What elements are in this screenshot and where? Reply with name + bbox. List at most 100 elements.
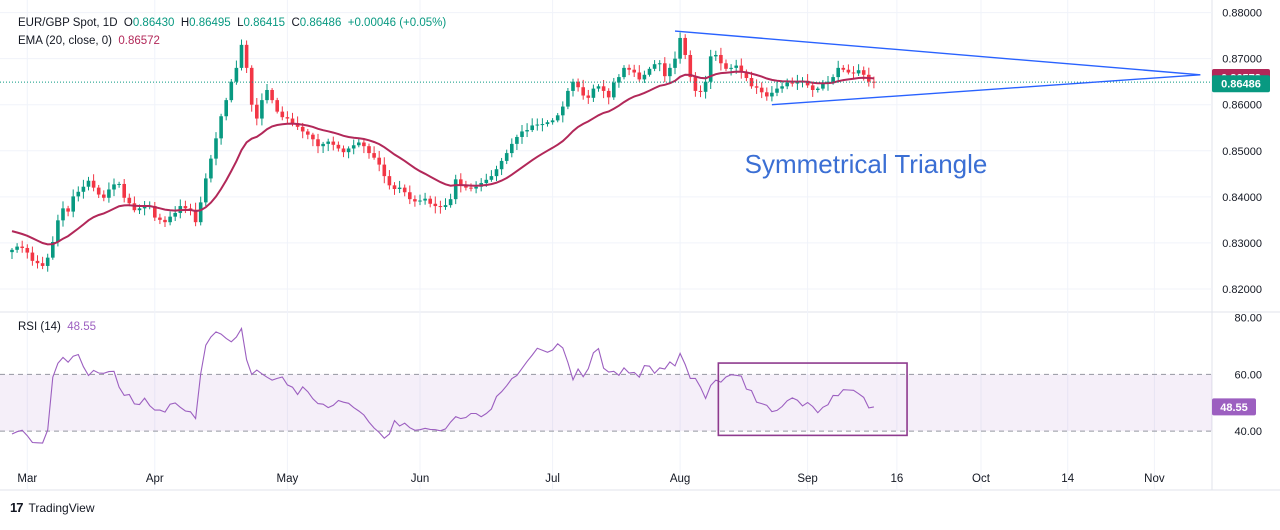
candle-body	[581, 87, 585, 96]
candle-body	[127, 197, 132, 204]
rsi-legend: RSI (14) 48.55	[18, 321, 96, 333]
candle-body	[102, 194, 106, 198]
candle-body	[453, 179, 458, 200]
candle-body	[469, 187, 473, 189]
candle-body	[566, 90, 570, 107]
candle-body	[198, 202, 203, 223]
candle-body	[673, 58, 677, 68]
candle-body	[137, 208, 142, 211]
candle-body	[647, 68, 652, 75]
candle-body	[71, 196, 75, 212]
pattern-annotation: Symmetrical Triangle	[745, 149, 988, 179]
candle-body	[714, 54, 718, 57]
rsi-band	[0, 374, 1212, 432]
price-tick-label: 0.84000	[1222, 192, 1262, 204]
candle-body	[45, 257, 50, 266]
candle-body	[525, 130, 529, 132]
candle-body	[596, 86, 601, 89]
candle-body	[249, 67, 254, 105]
candle-body	[540, 124, 545, 126]
candle-body	[290, 118, 295, 124]
candle-body	[724, 63, 728, 69]
rsi-tick-label: 40.00	[1234, 426, 1262, 438]
candle-body	[816, 88, 820, 90]
price-legend: EUR/GBP Spot, 1D O0.86430 H0.86495 L0.86…	[18, 17, 446, 29]
candle-body	[744, 72, 749, 79]
candle-body	[40, 263, 45, 266]
candle-body	[382, 164, 387, 177]
candle-body	[586, 95, 591, 98]
rsi-tick-label: 60.00	[1234, 369, 1262, 381]
x-tick-label: Apr	[146, 473, 164, 485]
candle-body	[341, 148, 346, 153]
candle-body	[163, 219, 167, 223]
candle-body	[35, 260, 40, 264]
candle-body	[265, 89, 269, 101]
tradingview-logo-mark-icon: 17	[10, 500, 24, 515]
close-price-label: 0.86486	[1221, 79, 1261, 91]
candle-body	[76, 191, 81, 197]
candle-body	[708, 56, 713, 82]
candle-body	[336, 144, 341, 149]
candle-body	[637, 72, 642, 80]
candle-body	[66, 208, 70, 212]
candle-body	[841, 67, 846, 70]
candle-body	[153, 206, 157, 218]
candle-body	[81, 186, 86, 192]
candle-body	[351, 145, 356, 149]
symbol-label: EUR/GBP Spot, 1D	[18, 17, 118, 29]
candle-body	[856, 70, 861, 74]
candle-body	[107, 189, 111, 198]
candle-body	[306, 131, 310, 135]
x-tick-label: Oct	[972, 473, 991, 485]
candle-body	[316, 139, 320, 147]
rsi-highlight-box	[717, 362, 908, 437]
candle-body	[367, 146, 371, 154]
x-tick-label: Jul	[545, 473, 560, 485]
candle-body	[428, 198, 432, 204]
close-price-label-bg	[1212, 75, 1270, 93]
x-tick-label: 16	[890, 473, 903, 485]
candle-body	[402, 187, 407, 193]
candle-body	[413, 199, 417, 202]
tradingview-logo[interactable]: 17 TradingView	[10, 500, 95, 515]
ema-legend: EMA (20, close, 0) 0.86572	[18, 35, 160, 47]
candle-body	[591, 88, 596, 98]
open-value: 0.86430	[132, 17, 175, 29]
candle-body	[96, 187, 101, 195]
candle-body	[224, 100, 228, 117]
candle-body	[10, 249, 14, 253]
candle-body	[117, 183, 121, 185]
candle-body	[693, 77, 698, 91]
open-label: O	[123, 17, 133, 29]
candle-body	[765, 92, 769, 97]
low-label: L	[237, 17, 244, 29]
candle-body	[244, 44, 249, 68]
price-tick-label: 0.87000	[1222, 54, 1262, 66]
rsi-value-badge-bg	[1212, 398, 1256, 416]
candle-body	[346, 148, 351, 153]
ema-label: EMA (20, close, 0)	[18, 35, 112, 47]
candle-body	[331, 141, 336, 145]
tradingview-logo-text: TradingView	[28, 500, 95, 515]
x-tick-label: Sep	[797, 473, 817, 485]
candle-body	[678, 37, 682, 59]
candle-body	[255, 104, 259, 119]
candle-body	[821, 84, 825, 89]
candle-body	[25, 247, 30, 253]
candle-body	[759, 87, 764, 93]
candle-body	[617, 77, 621, 83]
low-value: 0.86415	[243, 17, 286, 29]
candle-body	[846, 69, 851, 73]
candle-body	[433, 203, 438, 207]
candle-body	[703, 81, 708, 92]
candle-body	[663, 63, 667, 77]
candle-body	[418, 200, 422, 202]
price-tick-label: 0.86000	[1222, 100, 1262, 112]
candle-body	[520, 131, 524, 137]
x-tick-label: Aug	[670, 473, 690, 485]
candle-body	[474, 186, 478, 189]
price-tick-label: 0.82000	[1222, 284, 1262, 296]
candle-body	[142, 206, 147, 209]
